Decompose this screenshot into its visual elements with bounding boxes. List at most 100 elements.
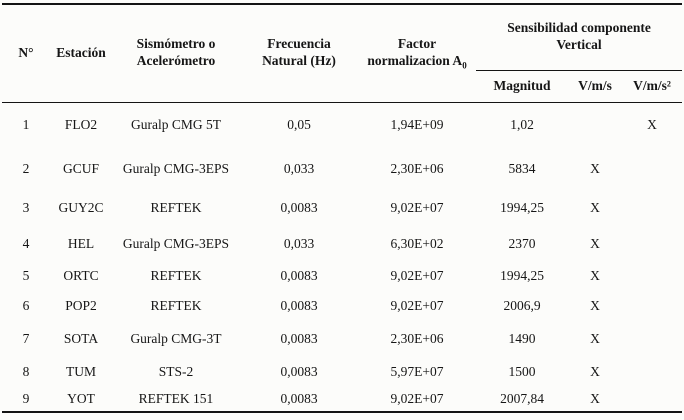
cell-num: 2: [22, 160, 30, 176]
header-number: N°: [2, 4, 50, 103]
cell-estacion: GUY2C: [58, 199, 104, 215]
cell-num: 3: [22, 199, 30, 215]
header-seismometer-line1: Sismómetro o: [136, 36, 216, 52]
cell-factor: 9,02E+07: [390, 390, 444, 406]
table-header: N° Estación Sismómetro o Acelerómetro Fr…: [2, 4, 683, 103]
cell-factor: 1,94E+09: [390, 116, 444, 132]
cell-num: 1: [22, 116, 30, 132]
cell-frecuencia: 0,05: [287, 116, 311, 132]
cell-factor: 5,97E+07: [390, 363, 444, 379]
cell-vms2: [622, 291, 682, 322]
table-row: 7 SOTA Guralp CMG-3T 0,0083 2,30E+06 1490 X: [2, 322, 682, 357]
header-frequency-line1: Frecuencia: [267, 36, 331, 52]
cell-sismometro: Guralp CMG-3EPS: [122, 160, 230, 176]
header-seismometer-line2: Acelerómetro: [136, 53, 216, 69]
table-row: 5 ORTC REFTEK 0,0083 9,02E+07 1994,25 X: [2, 262, 682, 291]
cell-vms: X: [590, 298, 600, 314]
table-body: 1 FLO2 Guralp CMG 5T 0,05 1,94E+09 1,02 X 2 GCUF…: [2, 102, 682, 412]
cell-num: 5: [22, 268, 30, 284]
cell-vms: X: [590, 268, 600, 284]
header-group-line2: Vertical: [556, 37, 602, 53]
cell-vms2: [622, 322, 682, 357]
header-station: Estación: [50, 4, 112, 103]
cell-sismometro: Guralp CMG 5T: [131, 116, 221, 132]
cell-magnitud: 2006,9: [503, 298, 541, 314]
cell-estacion: POP2: [65, 298, 97, 314]
cell-frecuencia: 0,0083: [280, 331, 318, 347]
table-row: 3 GUY2C REFTEK 0,0083 9,02E+07 1994,25 X: [2, 190, 682, 226]
cell-frecuencia: 0,033: [283, 235, 315, 251]
factor-subscript: 0: [462, 60, 467, 71]
header-seismometer: Sismómetro o Acelerómetro: [112, 4, 240, 103]
cell-num: 4: [22, 235, 30, 251]
table-row: 2 GCUF Guralp CMG-3EPS 0,033 2,30E+06 5834 X: [2, 148, 682, 190]
cell-vms2: [622, 190, 682, 226]
cell-vms: X: [590, 199, 600, 215]
seismic-stations-table: N° Estación Sismómetro o Acelerómetro Fr…: [2, 3, 683, 413]
cell-magnitud: 5834: [508, 160, 536, 176]
header-normalization-factor: Factor normalizacion A0: [358, 4, 476, 103]
header-group-vertical-sensitivity: Sensibilidad componente Vertical: [476, 4, 683, 71]
cell-num: 8: [22, 363, 30, 379]
table-row: 8 TUM STS-2 0,0083 5,97E+07 1500 X: [2, 357, 682, 387]
cell-magnitud: 2370: [508, 235, 536, 251]
cell-estacion: FLO2: [64, 116, 98, 132]
header-factor-line2: normalizacion A0: [367, 53, 467, 71]
cell-vms: X: [590, 363, 600, 379]
header-frequency-line2: Natural (Hz): [262, 53, 336, 69]
cell-factor: 6,30E+02: [390, 235, 444, 251]
table-row: 9 YOT REFTEK 151 0,0083 9,02E+07 2007,84 X: [2, 387, 682, 412]
cell-sismometro: REFTEK: [150, 268, 202, 284]
cell-factor: 2,30E+06: [390, 160, 444, 176]
cell-vms2: [622, 226, 682, 262]
cell-vms: X: [590, 235, 600, 251]
header-vms: V/m/s: [568, 70, 622, 103]
cell-sismometro: REFTEK: [150, 199, 202, 215]
cell-estacion: ORTC: [63, 268, 99, 284]
cell-estacion: YOT: [67, 390, 95, 406]
table-row: 6 POP2 REFTEK 0,0083 9,02E+07 2006,9 X: [2, 291, 682, 322]
cell-frecuencia: 0,0083: [280, 199, 318, 215]
cell-estacion: GCUF: [62, 160, 99, 176]
cell-sismometro: STS-2: [158, 363, 194, 379]
cell-magnitud: 1490: [508, 331, 536, 347]
cell-frecuencia: 0,0083: [280, 268, 318, 284]
cell-frecuencia: 0,0083: [280, 363, 318, 379]
cell-factor: 9,02E+07: [390, 298, 444, 314]
cell-vms2: [622, 262, 682, 291]
cell-vms2: [622, 357, 682, 387]
cell-magnitud: 1994,25: [500, 199, 544, 215]
cell-num: 6: [22, 298, 30, 314]
cell-vms: X: [590, 331, 600, 347]
cell-frecuencia: 0,0083: [280, 298, 318, 314]
cell-estacion: TUM: [66, 363, 96, 379]
cell-magnitud: 1500: [508, 363, 536, 379]
cell-vms: X: [590, 160, 600, 176]
table-row: 4 HEL Guralp CMG-3EPS 0,033 6,30E+02 2370 X: [2, 226, 682, 262]
table-row: 1 FLO2 Guralp CMG 5T 0,05 1,94E+09 1,02 X: [2, 102, 682, 148]
cell-vms2: [622, 148, 682, 190]
cell-frecuencia: 0,033: [283, 160, 315, 176]
cell-factor: 9,02E+07: [390, 268, 444, 284]
cell-sismometro: REFTEK: [150, 298, 202, 314]
cell-vms2: [622, 387, 682, 412]
cell-magnitud: 2007,84: [500, 390, 544, 406]
cell-estacion: HEL: [67, 235, 95, 251]
cell-vms2: X: [647, 116, 657, 132]
cell-sismometro: REFTEK 151: [138, 390, 214, 406]
cell-num: 9: [22, 390, 30, 406]
header-factor-line1: Factor: [397, 36, 437, 52]
cell-estacion: SOTA: [63, 331, 99, 347]
header-magnitude: Magnitud: [476, 70, 568, 103]
header-group-line1: Sensibilidad componente: [507, 20, 651, 36]
cell-vms: [568, 102, 622, 148]
cell-frecuencia: 0,0083: [280, 390, 318, 406]
cell-factor: 2,30E+06: [390, 331, 444, 347]
cell-sismometro: Guralp CMG-3T: [130, 331, 222, 347]
cell-vms: X: [590, 390, 600, 406]
cell-factor: 9,02E+07: [390, 199, 444, 215]
cell-num: 7: [22, 331, 30, 347]
cell-magnitud: 1994,25: [500, 268, 544, 284]
cell-sismometro: Guralp CMG-3EPS: [122, 235, 230, 251]
